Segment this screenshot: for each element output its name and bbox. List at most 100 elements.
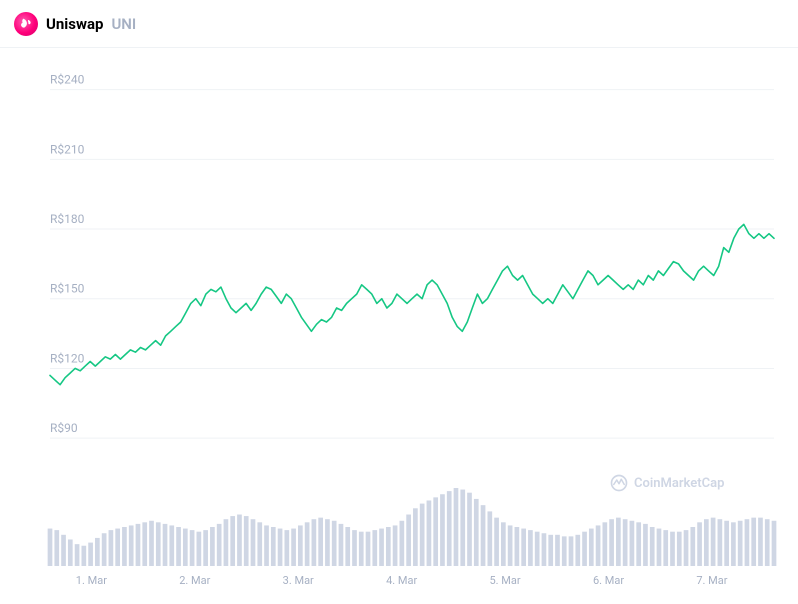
volume-bar xyxy=(325,519,330,566)
volume-bar xyxy=(136,524,141,566)
volume-bar xyxy=(271,527,276,566)
volume-bar xyxy=(427,500,432,566)
volume-bar xyxy=(264,525,269,566)
volume-bar xyxy=(589,529,594,566)
volume-bar xyxy=(372,530,377,566)
volume-bar xyxy=(75,544,80,566)
volume-bar xyxy=(224,519,229,566)
volume-bar xyxy=(467,493,472,566)
volume-bar xyxy=(413,508,418,566)
volume-bar xyxy=(711,518,716,566)
volume-bar xyxy=(102,533,107,566)
coinmarketcap-icon xyxy=(610,474,628,492)
volume-bar xyxy=(548,535,553,566)
volume-bar xyxy=(684,530,689,566)
y-tick-label: R$240 xyxy=(50,73,85,87)
volume-bar xyxy=(487,511,492,566)
coin-ticker: UNI xyxy=(111,15,136,33)
volume-bar xyxy=(345,527,350,566)
volume-bar xyxy=(190,530,195,566)
x-tick-label: 3. Mar xyxy=(283,574,314,587)
uniswap-logo-icon xyxy=(14,12,38,36)
volume-bar xyxy=(433,497,438,566)
volume-bar xyxy=(447,491,452,566)
volume-bar xyxy=(183,529,188,566)
volume-bar xyxy=(454,488,459,566)
volume-bar xyxy=(515,527,520,566)
volume-bar xyxy=(379,529,384,566)
y-tick-label: R$210 xyxy=(50,142,85,156)
volume-bar xyxy=(149,521,154,566)
volume-bar xyxy=(657,529,662,566)
volume-bar xyxy=(203,530,208,566)
volume-bar xyxy=(339,524,344,566)
y-tick-label: R$120 xyxy=(50,351,85,365)
volume-bar xyxy=(54,530,59,566)
volume-bar xyxy=(142,522,147,566)
volume-bar xyxy=(731,522,736,566)
x-tick-label: 1. Mar xyxy=(76,574,107,587)
volume-bar xyxy=(474,499,479,566)
volume-bar xyxy=(210,527,215,566)
volume-bar xyxy=(305,522,310,566)
volume-bar xyxy=(406,515,411,566)
volume-bar xyxy=(772,521,777,566)
volume-bar xyxy=(332,521,337,566)
volume-bar xyxy=(562,536,567,566)
volume-bar xyxy=(636,522,641,566)
volume-bar xyxy=(244,516,249,566)
volume-bar xyxy=(650,527,655,566)
volume-bar xyxy=(535,532,540,566)
volume-bar xyxy=(156,522,161,566)
x-tick-label: 5. Mar xyxy=(490,574,521,587)
volume-bar xyxy=(758,518,763,566)
volume-bar xyxy=(129,525,134,566)
volume-bar xyxy=(386,527,391,566)
volume-bar xyxy=(163,524,168,566)
volume-bar xyxy=(318,518,323,566)
volume-bar xyxy=(542,533,547,566)
volume-bar xyxy=(494,518,499,566)
volume-bar xyxy=(765,519,770,566)
volume-bar xyxy=(569,536,574,566)
volume-bar xyxy=(217,524,222,566)
volume-bar xyxy=(257,522,262,566)
volume-bar xyxy=(630,521,635,566)
volume-bar xyxy=(724,521,729,566)
volume-bar xyxy=(582,532,587,566)
volume-bar xyxy=(393,525,398,566)
volume-bar xyxy=(643,524,648,566)
y-tick-label: R$150 xyxy=(50,282,85,296)
volume-bar xyxy=(670,532,675,566)
volume-bar xyxy=(697,522,702,566)
x-tick-label: 4. Mar xyxy=(386,574,417,587)
volume-bar xyxy=(352,530,357,566)
price-line xyxy=(50,224,774,384)
volume-bar xyxy=(521,529,526,566)
volume-bar xyxy=(481,505,486,566)
volume-bar xyxy=(115,529,120,566)
x-tick-label: 2. Mar xyxy=(179,574,210,587)
volume-bar xyxy=(704,519,709,566)
volume-bar xyxy=(738,521,743,566)
price-chart[interactable]: R$90R$120R$150R$180R$210R$2401. Mar2. Ma… xyxy=(14,68,784,604)
volume-bar xyxy=(623,519,628,566)
y-tick-label: R$90 xyxy=(50,421,78,435)
watermark-text: CoinMarketCap xyxy=(634,476,724,491)
watermark: CoinMarketCap xyxy=(610,474,724,492)
volume-bar xyxy=(230,516,235,566)
coin-name: Uniswap xyxy=(46,15,103,33)
volume-bar xyxy=(88,543,93,566)
volume-bar xyxy=(278,529,283,566)
volume-bar xyxy=(663,530,668,566)
volume-bar xyxy=(122,527,127,566)
volume-bar xyxy=(400,521,405,566)
volume-bar xyxy=(460,490,465,566)
volume-bar xyxy=(169,525,174,566)
header: Uniswap UNI xyxy=(0,0,798,48)
volume-bar xyxy=(745,519,750,566)
volume-bar xyxy=(555,535,560,566)
volume-bar xyxy=(251,519,256,566)
volume-bar xyxy=(81,546,86,566)
volume-bar xyxy=(109,530,114,566)
